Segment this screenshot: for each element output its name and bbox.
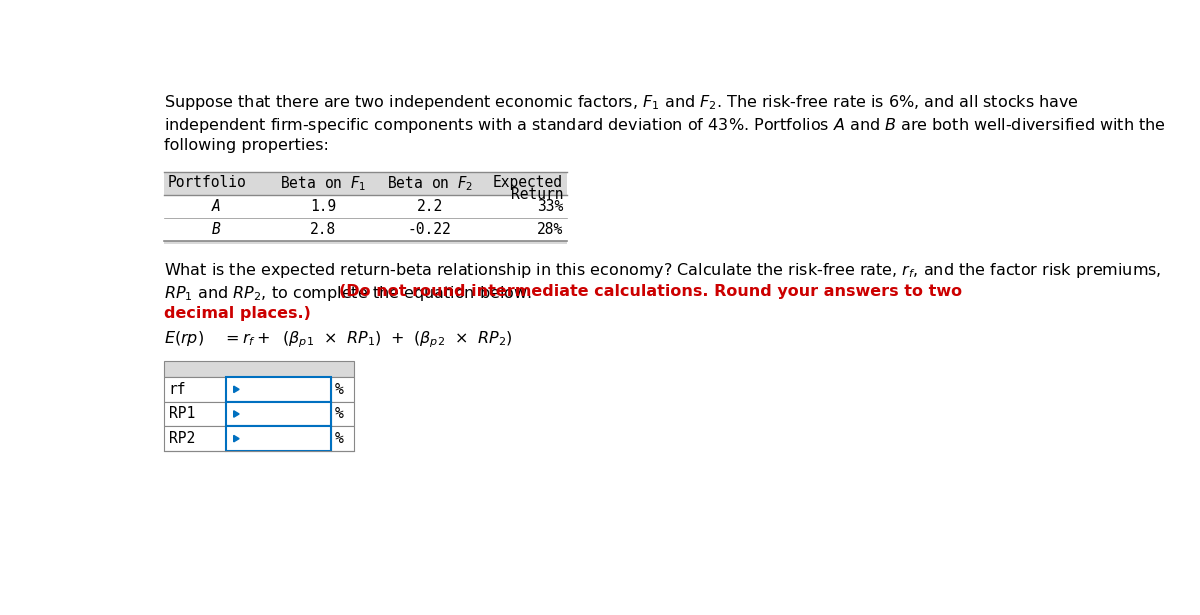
Text: -0.22: -0.22 <box>408 223 451 237</box>
Bar <box>164 426 226 451</box>
Text: independent firm-specific components with a standard deviation of 43%. Portfolio: independent firm-specific components wit… <box>164 116 1165 135</box>
Bar <box>164 241 566 244</box>
Bar <box>330 402 354 426</box>
Text: 1.9: 1.9 <box>310 199 336 214</box>
Polygon shape <box>234 411 239 417</box>
Text: Expected: Expected <box>493 175 563 189</box>
Text: (Do not round intermediate calculations. Round your answers to two: (Do not round intermediate calculations.… <box>340 284 962 299</box>
Text: A: A <box>211 199 221 214</box>
Polygon shape <box>234 435 239 442</box>
Bar <box>226 402 330 426</box>
Text: decimal places.): decimal places.) <box>164 306 311 322</box>
Text: rf: rf <box>168 382 186 397</box>
Text: 2.2: 2.2 <box>416 199 443 214</box>
Text: 2.8: 2.8 <box>310 223 336 237</box>
Text: %: % <box>335 382 343 397</box>
Text: Return: Return <box>510 186 563 202</box>
Text: What is the expected return-beta relationship in this economy? Calculate the ris: What is the expected return-beta relatio… <box>164 261 1162 280</box>
Text: %: % <box>335 431 343 446</box>
Bar <box>164 402 226 426</box>
Text: following properties:: following properties: <box>164 138 329 154</box>
Text: Suppose that there are two independent economic factors, $F_1$ and $F_2$. The ri: Suppose that there are two independent e… <box>164 93 1079 112</box>
Text: Beta on $F_1$: Beta on $F_1$ <box>280 175 366 193</box>
Text: Beta on $F_2$: Beta on $F_2$ <box>386 175 473 193</box>
Bar <box>226 377 330 402</box>
Text: RP2: RP2 <box>168 431 194 446</box>
Text: 28%: 28% <box>536 223 563 237</box>
Text: %: % <box>335 407 343 421</box>
Bar <box>330 377 354 402</box>
Text: $RP_1$ and $RP_2$, to complete the equation below.: $RP_1$ and $RP_2$, to complete the equat… <box>164 284 534 303</box>
Bar <box>226 426 330 451</box>
Text: Portfolio: Portfolio <box>168 175 246 189</box>
Text: RP1: RP1 <box>168 407 194 421</box>
Text: 33%: 33% <box>536 199 563 214</box>
Bar <box>164 172 566 195</box>
Text: B: B <box>211 223 221 237</box>
Bar <box>164 361 354 377</box>
Bar <box>330 426 354 451</box>
Bar <box>164 377 226 402</box>
Polygon shape <box>234 386 239 392</box>
Text: $E(rp)$  $= r_f +$ $(\beta_{p1}$ $\times$ $RP_1)$ $+$ $(\beta_{p2}$ $\times$ $RP: $E(rp)$ $= r_f +$ $(\beta_{p1}$ $\times$… <box>164 330 512 350</box>
